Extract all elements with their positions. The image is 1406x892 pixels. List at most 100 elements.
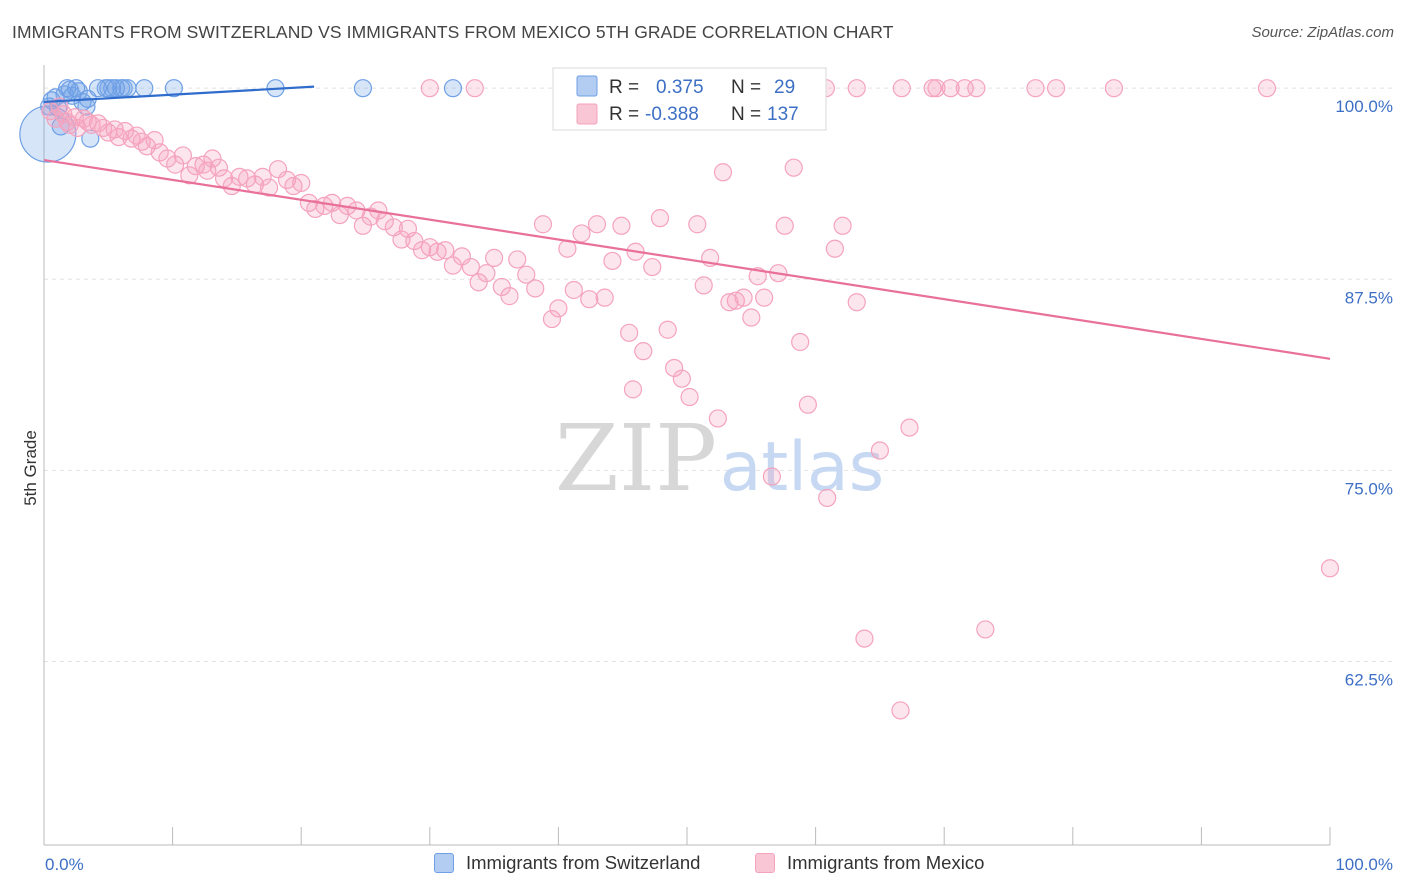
mexico-point-116: [891, 701, 910, 720]
mexico-point-94: [694, 276, 713, 295]
trend-lines: [43, 85, 1331, 360]
mexico-point-74: [542, 309, 562, 329]
bottom-legend-mexico: Immigrants from Mexico: [755, 852, 984, 874]
mexico-point-42: [292, 173, 311, 193]
mexico-point-100: [734, 288, 753, 307]
mexico-point-71: [517, 265, 536, 284]
mexico-point-91: [672, 369, 691, 388]
watermark-zip: ZIP: [555, 405, 717, 512]
mexico-point-60: [428, 242, 447, 261]
chart-title: IMMIGRANTS FROM SWITZERLAND VS IMMIGRANT…: [12, 22, 894, 42]
mexico-point-103: [755, 288, 774, 307]
legend-box: [552, 67, 827, 131]
mexico-point-68: [492, 277, 511, 297]
mexico-point-38: [259, 178, 279, 197]
mexico-point-138: [955, 79, 974, 98]
mexico-point-136: [1257, 79, 1277, 98]
mexico-point-133: [1026, 79, 1045, 98]
bottom-legend-swatch-mexico: [755, 853, 775, 873]
mexico-point-75: [549, 299, 568, 318]
mexico-point-113: [847, 293, 866, 312]
axes: 100.0% 87.5% 75.0% 62.5%: [43, 65, 1393, 846]
mexico-point-66: [477, 264, 496, 283]
watermark: ZIP atlas: [555, 405, 884, 512]
legend-swatch-switzerland: [576, 75, 598, 97]
mexico-trend-line: [43, 158, 1331, 360]
mexico-point-64: [461, 257, 481, 277]
mexico-point-73: [533, 215, 553, 234]
mexico-point-50: [353, 216, 373, 235]
mexico-point-118: [976, 620, 995, 639]
watermark-atlas: atlas: [720, 428, 884, 507]
switzerland-trend-line: [43, 85, 315, 104]
legend-n-value-2: 137: [767, 104, 799, 125]
mexico-point-61: [436, 241, 455, 260]
mexico-point-114: [855, 629, 874, 648]
bottom-legend-swatch-switzerland: [434, 853, 454, 873]
mexico-point-86: [634, 342, 653, 361]
mexico-point-92: [680, 387, 699, 407]
legend-n-value-1: 29: [774, 77, 795, 98]
mexico-point-111: [825, 239, 844, 258]
y-tick-label-0: 100.0%: [1335, 97, 1393, 116]
chart-source: Source: ZipAtlas.com: [1251, 24, 1394, 41]
mexico-point-79: [580, 290, 599, 309]
mexico-point-115: [870, 441, 890, 460]
mexico-point-120: [623, 380, 643, 399]
mexico-point-130: [923, 79, 942, 98]
mexico-point-96: [708, 409, 727, 428]
mexico-point-78: [572, 224, 591, 243]
mexico-point-87: [643, 257, 662, 277]
legend-n-label-2: N =: [731, 104, 761, 125]
legend-r-value-1: 0.375: [656, 77, 704, 98]
mexico-point-108: [791, 332, 810, 352]
mexico-point-65: [469, 273, 488, 292]
x-tick-label-1: 100.0%: [1335, 855, 1393, 874]
x-tick-label-0: 0.0%: [45, 855, 84, 874]
mexico-point-31: [209, 158, 228, 177]
mexico-point-107: [784, 158, 803, 177]
mexico-point-69: [500, 287, 519, 306]
mexico-point-83: [612, 216, 631, 235]
bottom-legend: Immigrants from Switzerland Immigrants f…: [0, 852, 1406, 878]
y-tick-label-1: 87.5%: [1345, 288, 1393, 307]
bottom-legend-label-switzerland: Immigrants from Switzerland: [466, 852, 701, 873]
y-tick-label-3: 62.5%: [1345, 671, 1393, 690]
legend-n-label-1: N =: [731, 77, 761, 98]
mexico-point-98: [720, 293, 739, 312]
mexico-point-82: [603, 251, 622, 271]
mexico-point-57: [405, 231, 424, 251]
switzerland-point-23: [135, 79, 154, 98]
legend: R = 0.375 N = 29 R = -0.388 N = 137: [552, 67, 827, 131]
mexico-point-135: [1104, 79, 1124, 98]
mexico-point-77: [564, 280, 583, 300]
y-axis-title: 5th Grade: [21, 430, 40, 506]
mexico-point-37: [253, 167, 272, 186]
mexico-point-70: [508, 250, 527, 269]
mexico-point-110: [818, 488, 837, 508]
mexico-point-84: [620, 323, 639, 342]
mexico-point-27: [186, 157, 205, 176]
mexico-point-134: [1046, 79, 1066, 98]
mexico-point-109: [798, 395, 817, 414]
mexico-point-72: [526, 279, 545, 298]
mexico-point-106: [775, 216, 794, 235]
mexico-point-25: [173, 146, 192, 165]
mexico-point-80: [587, 215, 607, 234]
mexico-point-101: [742, 308, 761, 327]
switzerland-point-24: [164, 79, 183, 98]
bottom-legend-label-mexico: Immigrants from Mexico: [787, 852, 985, 873]
mexico-point-26: [180, 166, 199, 185]
mexico-point-89: [658, 320, 677, 339]
legend-swatch-mexico: [576, 103, 598, 125]
switzerland-point-22: [118, 79, 137, 98]
mexico-point-17: [122, 129, 141, 148]
mexico-point-119: [1320, 559, 1340, 578]
mexico-point-10: [82, 115, 101, 134]
mexico-point-104: [762, 467, 781, 486]
mexico-point-137: [927, 79, 946, 98]
mexico-point-128: [847, 79, 866, 98]
mexico-point-88: [650, 209, 670, 228]
y-tick-label-2: 75.0%: [1345, 479, 1393, 498]
